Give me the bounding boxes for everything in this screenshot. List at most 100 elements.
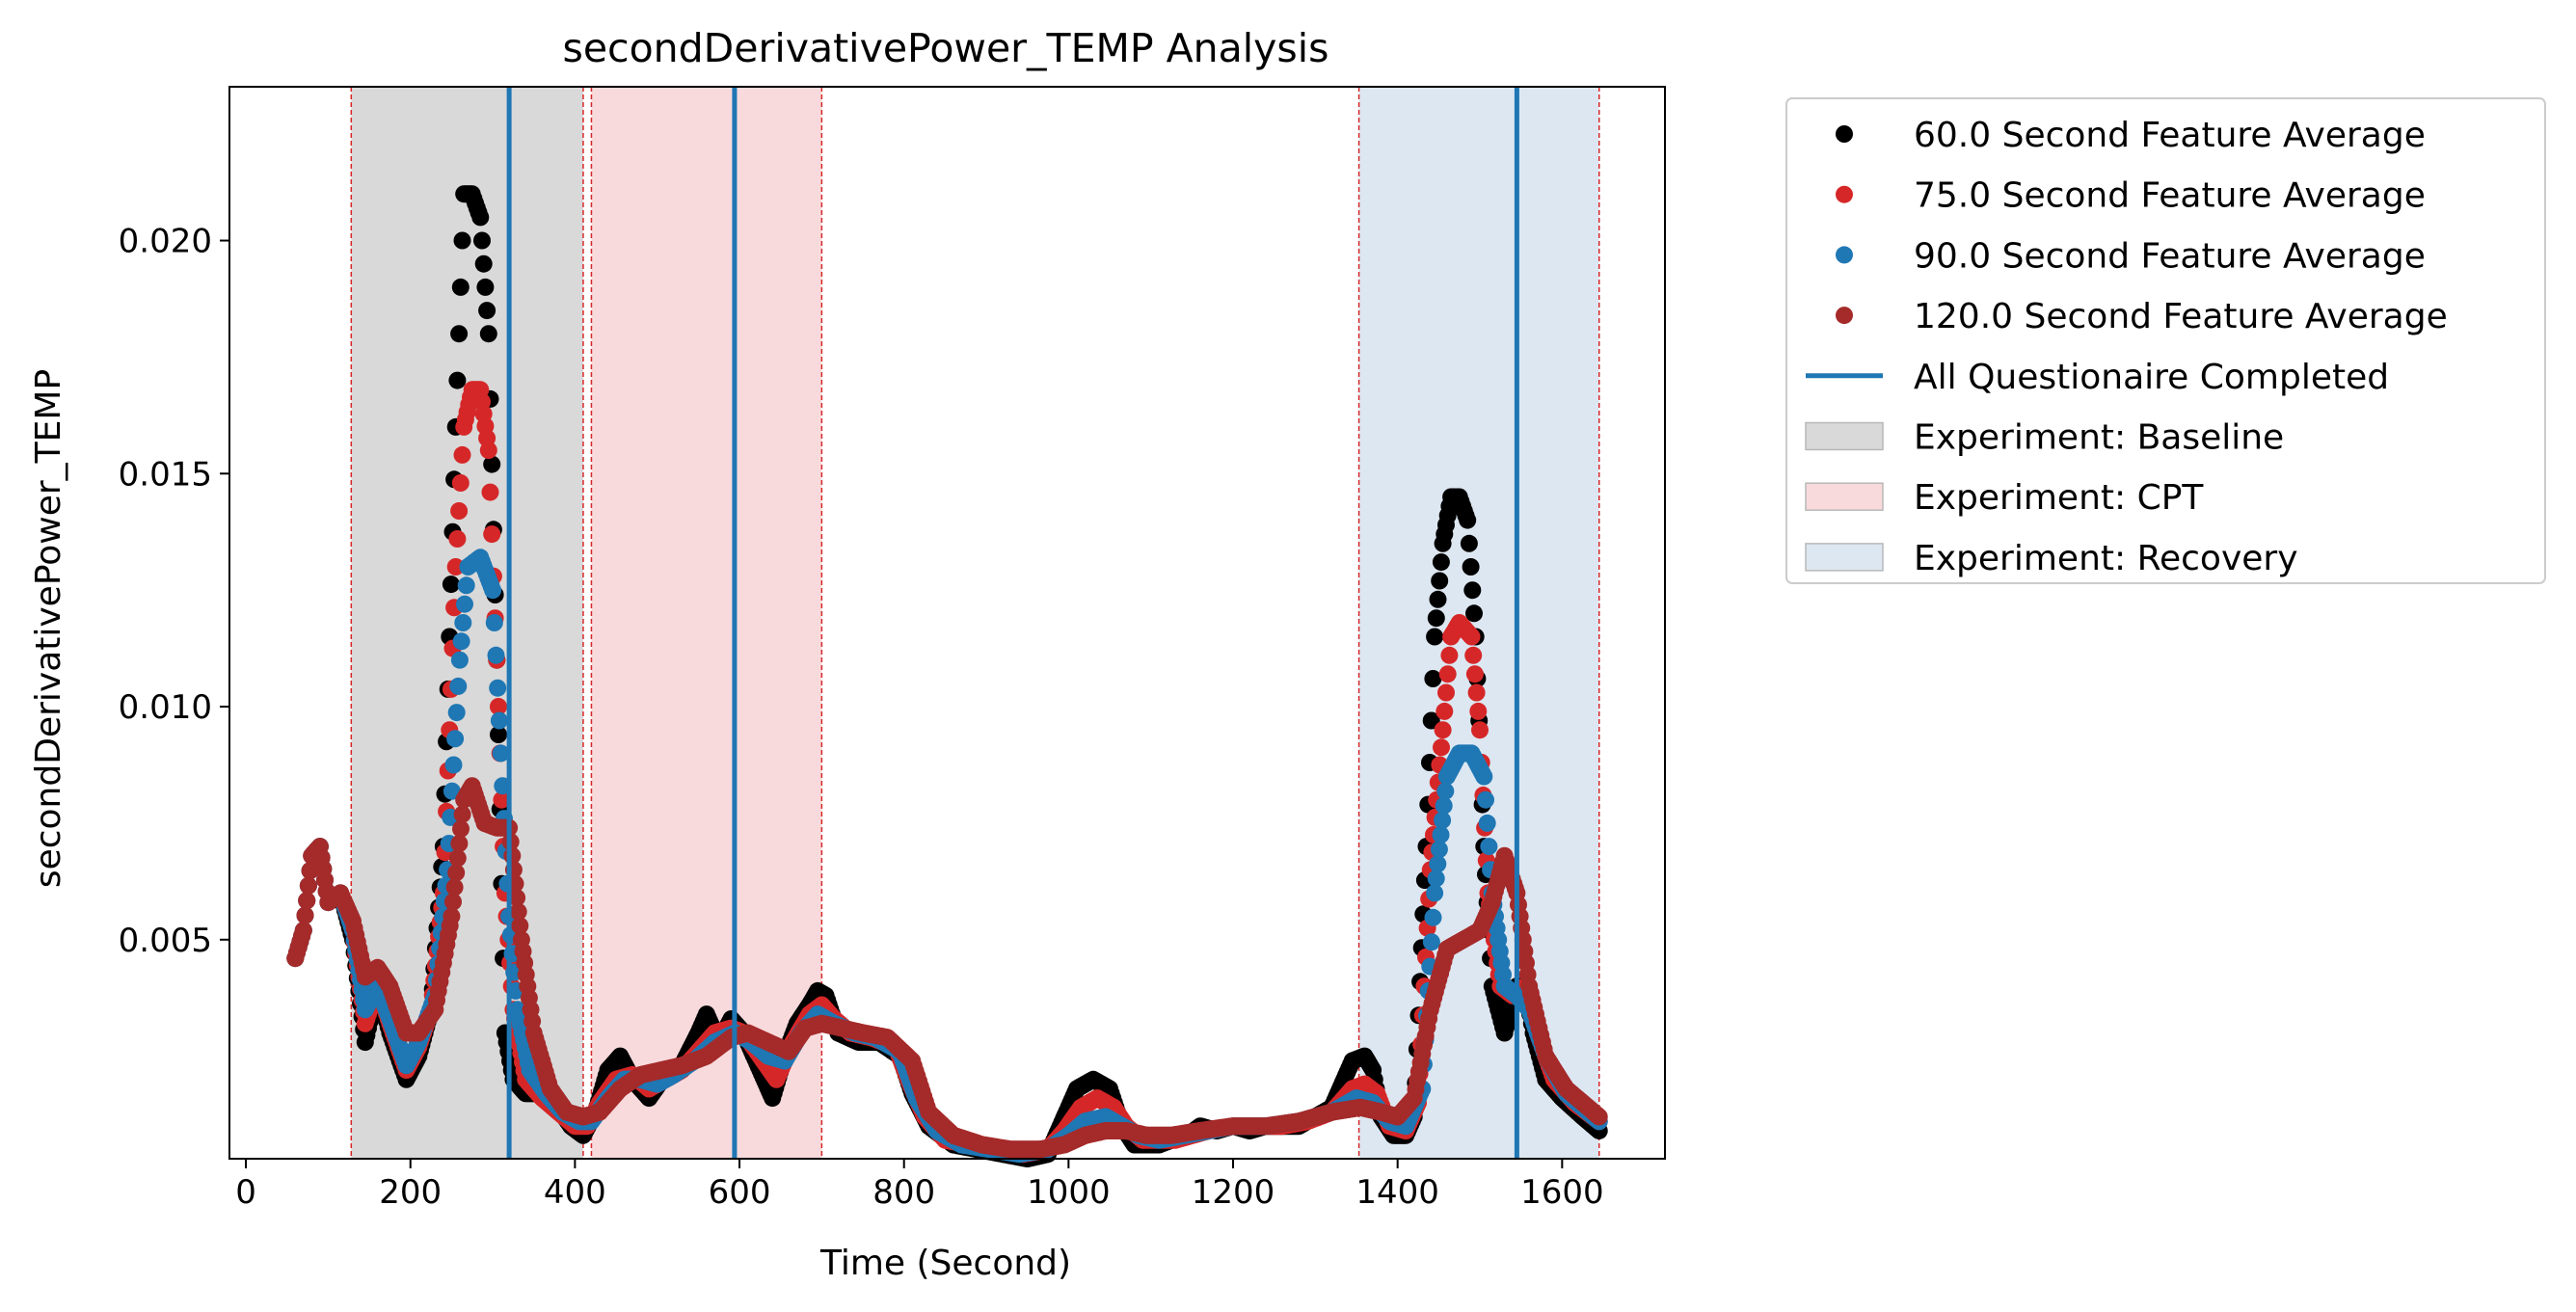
data-point [450, 325, 469, 343]
legend-label: Experiment: Recovery [1914, 539, 2298, 578]
data-point [483, 455, 501, 473]
data-point [481, 483, 499, 501]
legend-entry-2: 75.0 Second Feature Average [1836, 176, 2426, 216]
axes: 0 200 400 600 800 1000 1200 1400 1600 0.005 0.010 0… [119, 86, 1666, 1212]
data-point [1459, 511, 1477, 529]
data-point [1477, 790, 1494, 809]
data-point [489, 679, 507, 697]
data-point [487, 646, 505, 664]
x-tick-label: 800 [872, 1173, 935, 1212]
legend-box [1785, 97, 2546, 584]
data-point [508, 889, 526, 907]
data-point [453, 445, 471, 464]
legend-label: Experiment: CPT [1914, 478, 2204, 518]
data-point [1471, 721, 1489, 739]
data-point [1422, 933, 1440, 951]
data-point [447, 704, 466, 722]
data-point [454, 614, 472, 631]
data-point [453, 231, 471, 250]
data-point [1432, 826, 1450, 843]
data-point [296, 906, 314, 924]
data-point [478, 302, 496, 320]
data-point [1460, 534, 1478, 552]
data-point [474, 254, 493, 273]
experiment-span-3 [1358, 87, 1599, 1159]
x-tick-label: 200 [379, 1173, 442, 1212]
data-point [1437, 683, 1455, 702]
data-point [490, 711, 508, 730]
data-point [479, 325, 497, 343]
data-point [444, 756, 463, 774]
data-point [1465, 604, 1483, 623]
legend-label: 90.0 Second Feature Average [1914, 236, 2426, 276]
legend-patch [1805, 543, 1884, 572]
legend-patch [1805, 482, 1884, 511]
data-point [298, 892, 316, 910]
legend-patch [1805, 421, 1884, 451]
legend-label: 75.0 Second Feature Average [1914, 176, 2426, 216]
data-point [446, 558, 465, 576]
data-point [479, 442, 497, 460]
legend: 60.0 Second Feature Average 75.0 Second F… [1785, 97, 2546, 584]
x-axis-label: Time (Second) [819, 1244, 1071, 1283]
y-tick-label: 0.020 [119, 223, 212, 261]
y-axis-label: secondDerivativePower_TEMP [29, 369, 68, 888]
data-point [1426, 884, 1444, 902]
data-point [301, 862, 319, 880]
data-point [1431, 572, 1449, 590]
data-point [509, 902, 527, 921]
data-point [1469, 702, 1488, 720]
legend-entry-6: Experiment: Baseline [1805, 418, 2284, 458]
data-point [490, 726, 507, 743]
data-point [473, 231, 491, 250]
legend-entry-8: Experiment: Recovery [1805, 539, 2298, 578]
data-point [476, 278, 495, 296]
data-point [1430, 841, 1448, 859]
data-point [444, 893, 462, 911]
legend-marker [1836, 246, 1853, 264]
data-point [1426, 628, 1444, 646]
data-point [294, 922, 312, 940]
data-point [1475, 767, 1493, 786]
data-point [299, 876, 317, 895]
y-tick-label: 0.005 [119, 922, 212, 960]
legend-label: 120.0 Second Feature Average [1914, 297, 2448, 336]
data-point [1436, 702, 1454, 720]
data-point [1429, 855, 1447, 873]
data-point [449, 677, 468, 695]
data-point [1438, 665, 1457, 683]
data-point [1463, 581, 1482, 600]
legend-marker [1836, 125, 1853, 143]
data-point [1429, 590, 1447, 608]
data-point [1435, 796, 1453, 815]
data-point [493, 790, 511, 809]
data-point [490, 698, 507, 715]
data-point [1590, 1108, 1608, 1126]
data-point [448, 371, 467, 389]
plot-frame [228, 86, 1666, 1160]
data-point [450, 502, 469, 520]
data-point [1464, 646, 1483, 664]
data-point [1467, 683, 1486, 702]
data-point [1462, 628, 1481, 646]
data-point [450, 651, 469, 669]
data-point [1480, 838, 1498, 856]
data-point [448, 849, 467, 868]
data-point [1434, 811, 1452, 829]
data-point [1434, 721, 1452, 739]
y-tick-label: 0.015 [119, 455, 212, 494]
legend-label: Experiment: Baseline [1914, 418, 2284, 458]
data-point [1433, 738, 1450, 757]
chart-title: secondDerivativePower_TEMP Analysis [562, 25, 1328, 71]
legend-marker [1836, 307, 1853, 325]
data-point [492, 744, 510, 763]
data-point [451, 278, 470, 296]
data-point [453, 805, 471, 823]
data-point [451, 474, 470, 492]
data-point [1465, 665, 1484, 683]
data-point [457, 576, 475, 595]
data-point [445, 878, 464, 897]
legend-entry-3: 90.0 Second Feature Average [1836, 236, 2426, 276]
data-point [471, 208, 490, 227]
